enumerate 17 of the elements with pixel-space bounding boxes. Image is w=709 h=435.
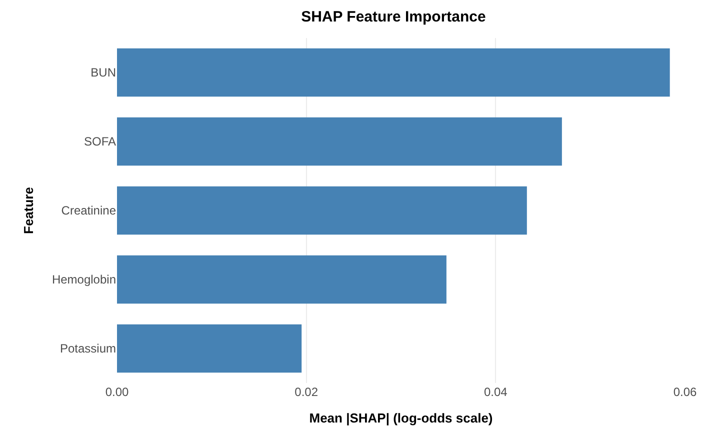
x-tick-label: 0.02 [294,385,318,399]
y-axis-title: Feature [20,187,36,234]
y-tick-label: BUN [90,66,116,80]
y-tick-label: Creatinine [61,204,116,218]
x-axis-title: Mean |SHAP| (log-odds scale) [309,410,493,426]
x-tick-label: 0.04 [484,385,508,399]
y-tick-label: Hemoglobin [52,272,116,287]
y-tick-label: Potassium [60,342,116,356]
y-tick-label: SOFA [84,134,116,149]
x-tick-label: 0.00 [105,385,129,399]
bar [117,324,302,373]
bar [117,117,562,166]
bar [117,186,527,235]
x-tick-label: 0.06 [673,385,697,399]
bar [117,48,670,97]
chart-title: SHAP Feature Importance [301,8,486,26]
bar [117,255,446,304]
